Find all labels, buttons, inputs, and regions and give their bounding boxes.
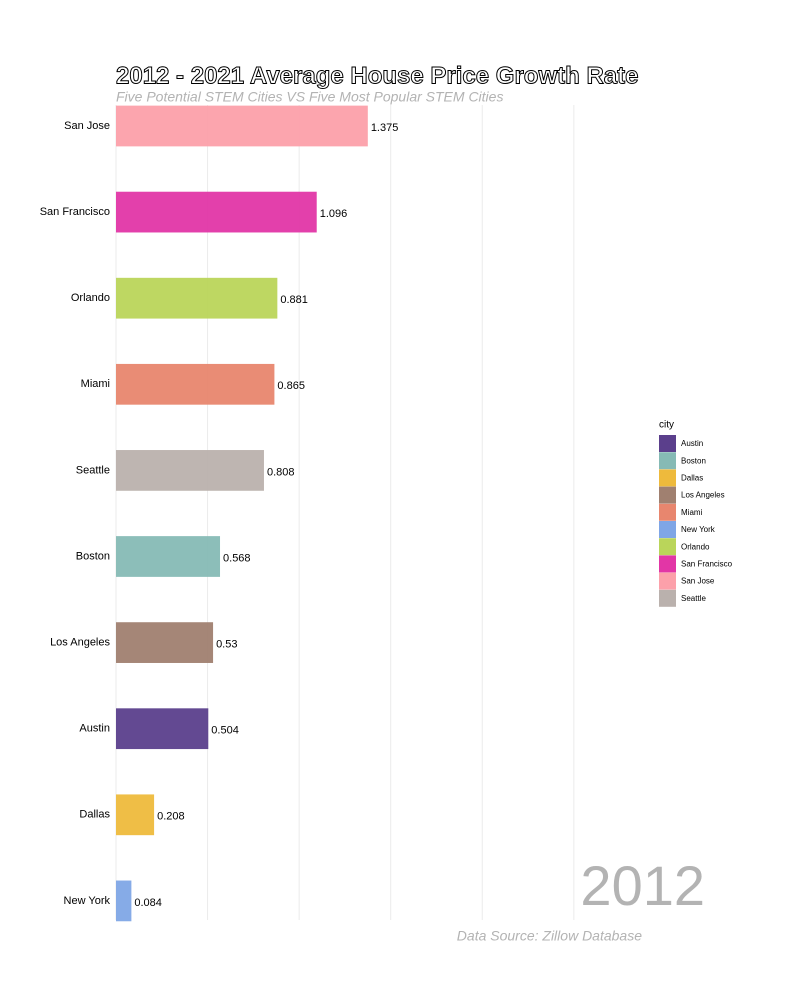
y-tick-label: San Francisco	[40, 206, 110, 218]
chart-subtitle: Five Potential STEM Cities VS Five Most …	[116, 89, 503, 105]
bar	[116, 277, 278, 319]
legend-swatch	[659, 486, 676, 504]
data-label: 0.084	[134, 897, 162, 909]
legend-label: Orlando	[681, 542, 710, 551]
bar	[116, 191, 317, 233]
legend-label: San Jose	[681, 577, 715, 586]
data-label: 0.504	[211, 725, 239, 737]
legend-swatch	[659, 572, 676, 590]
legend-swatch	[659, 469, 676, 487]
legend-label: San Francisco	[681, 560, 733, 569]
bar	[116, 105, 368, 147]
bar	[116, 708, 209, 750]
legend-swatch	[659, 538, 676, 556]
legend-label: Miami	[681, 508, 703, 517]
y-tick-label: Dallas	[79, 809, 110, 821]
y-tick-label: Austin	[79, 723, 110, 735]
y-tick-label: San Jose	[64, 120, 110, 132]
bar	[116, 794, 155, 836]
legend-swatch	[659, 435, 676, 452]
y-tick-label: Seattle	[76, 464, 110, 476]
bar	[116, 363, 275, 405]
data-label: 1.375	[371, 122, 399, 134]
data-label: 0.865	[277, 380, 305, 392]
legend-swatch	[659, 503, 676, 521]
chart-title: 2012 - 2021 Average House Price Growth R…	[116, 62, 638, 89]
bar	[116, 536, 221, 577]
bar	[116, 450, 264, 491]
data-label: 0.208	[157, 811, 185, 823]
bar	[116, 622, 214, 663]
data-label: 0.568	[223, 552, 251, 564]
legend-swatch	[659, 555, 676, 573]
legend-swatch	[659, 452, 676, 470]
legend-title: city	[659, 420, 674, 431]
data-label: 1.096	[320, 208, 348, 220]
source-note: Data Source: Zillow Database	[457, 928, 642, 944]
legend-label: Seattle	[681, 594, 706, 603]
data-label: 0.808	[267, 466, 295, 478]
legend-label: Austin	[681, 439, 703, 448]
data-label: 0.53	[216, 639, 237, 651]
y-tick-label: Miami	[81, 378, 110, 390]
y-tick-label: Los Angeles	[50, 637, 110, 649]
year-annotation: 2012	[580, 854, 705, 917]
legend-swatch	[659, 521, 676, 538]
bar	[116, 880, 132, 922]
y-tick-label: Boston	[76, 550, 110, 562]
legend-label: Dallas	[681, 474, 703, 483]
legend-label: Los Angeles	[681, 491, 725, 500]
y-tick-label: New York	[64, 895, 111, 907]
legend-label: New York	[681, 525, 716, 534]
legend-swatch	[659, 589, 676, 607]
y-tick-label: Orlando	[71, 292, 110, 304]
data-label: 0.881	[280, 294, 308, 306]
legend-label: Boston	[681, 456, 706, 465]
